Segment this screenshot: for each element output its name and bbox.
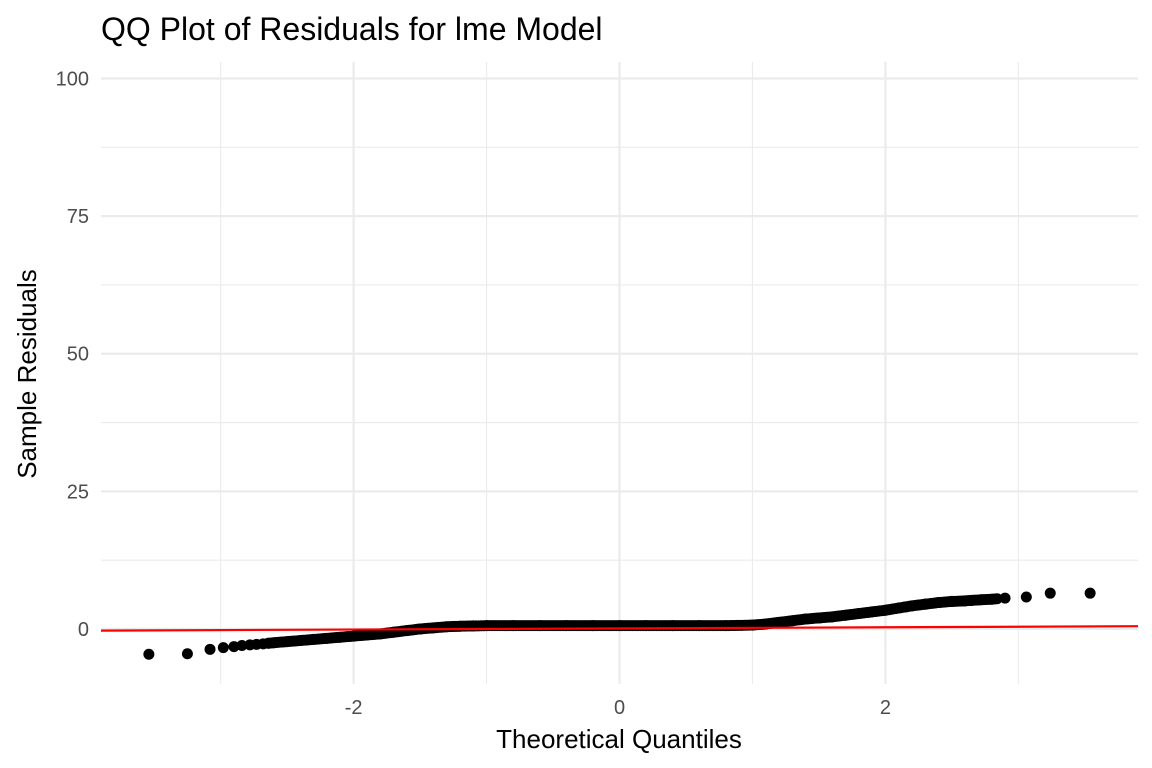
data-point — [374, 628, 386, 640]
x-axis-title: Theoretical Quantiles — [496, 724, 742, 754]
y-tick-label: 50 — [67, 344, 89, 366]
x-tick-label: -2 — [345, 697, 363, 719]
reference-line — [100, 625, 1139, 632]
y-tick-label: 0 — [78, 619, 89, 641]
data-point — [348, 630, 360, 642]
data-point — [975, 594, 987, 606]
data-point — [321, 632, 333, 644]
data-point — [236, 639, 248, 651]
data-point — [1084, 587, 1096, 599]
data-point — [906, 600, 918, 612]
data-point — [999, 592, 1011, 604]
y-axis-title: Sample Residuals — [12, 269, 42, 479]
data-point — [800, 613, 812, 625]
data-point — [401, 625, 413, 637]
data-point — [813, 612, 825, 624]
y-tick-label: 25 — [67, 481, 89, 503]
data-point — [204, 643, 216, 655]
y-tick-label: 75 — [67, 206, 89, 228]
data-point — [986, 593, 998, 605]
y-tick-label: 100 — [56, 69, 89, 91]
data-point — [826, 611, 838, 623]
data-point — [294, 635, 306, 647]
data-point — [181, 648, 193, 660]
data-point — [441, 621, 453, 633]
y-axis-ticks: 0 25 50 75 100 — [56, 69, 89, 641]
data-point — [1044, 587, 1056, 599]
data-point — [217, 642, 229, 654]
data-point — [840, 609, 852, 621]
data-point — [143, 648, 155, 660]
data-point — [667, 620, 679, 632]
data-point — [946, 595, 958, 607]
grid-lines — [101, 62, 1138, 684]
data-point — [334, 631, 346, 643]
data-point — [361, 629, 373, 641]
x-tick-label: 2 — [880, 697, 891, 719]
data-point — [427, 622, 439, 634]
data-point — [308, 633, 320, 645]
x-axis-ticks: -2 0 2 — [345, 697, 891, 719]
data-point — [640, 620, 652, 632]
data-point — [693, 620, 705, 632]
data-point — [919, 598, 931, 610]
sample-points — [143, 587, 1096, 660]
chart-title: QQ Plot of Residuals for lme Model — [101, 11, 603, 47]
data-point — [268, 637, 280, 649]
data-point — [1020, 591, 1032, 603]
data-point — [720, 620, 732, 632]
data-point — [879, 604, 891, 616]
x-tick-label: 0 — [614, 697, 625, 719]
data-point — [866, 606, 878, 618]
data-point — [786, 615, 798, 627]
data-point — [966, 594, 978, 606]
data-point — [853, 608, 865, 620]
data-point — [773, 616, 785, 628]
data-point — [933, 597, 945, 609]
data-point — [281, 636, 293, 648]
